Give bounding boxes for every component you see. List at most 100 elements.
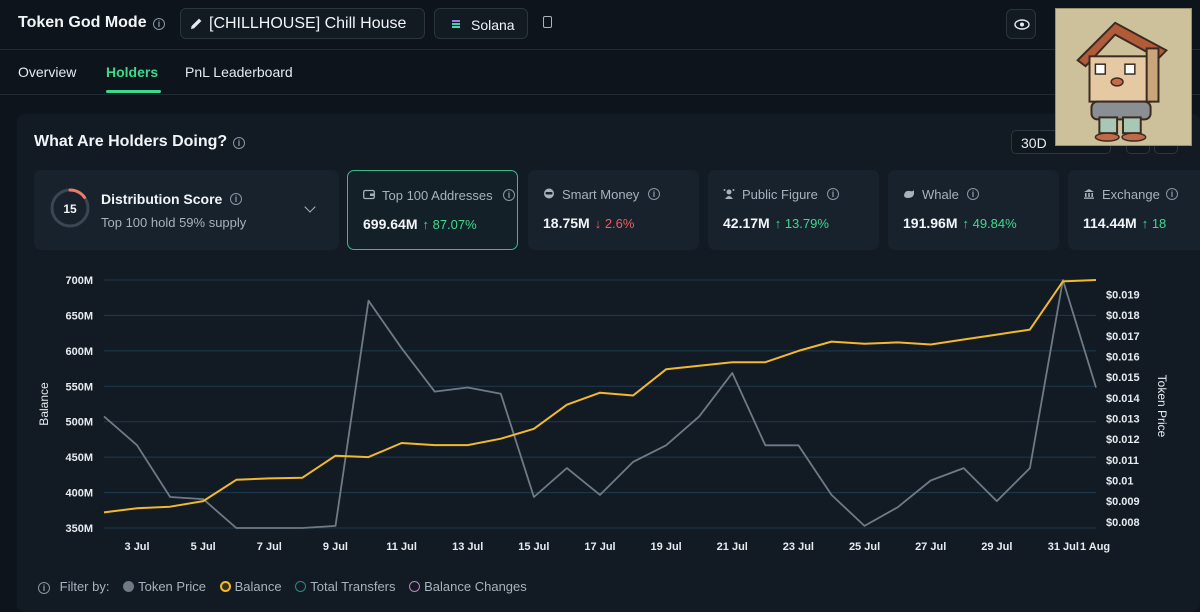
- distribution-score-subtitle: Top 100 hold 59% supply: [101, 215, 247, 230]
- x-tick-label: 13 Jul: [452, 541, 483, 553]
- y2-tick-label: $0.017: [1106, 331, 1140, 343]
- y2-tick-label: $0.01: [1106, 475, 1134, 487]
- info-icon[interactable]: i: [1166, 188, 1178, 200]
- x-tick-label: 7 Jul: [257, 541, 282, 553]
- y2-axis-title: Token Price: [1155, 375, 1169, 438]
- x-tick-label: 31 Jul: [1048, 541, 1079, 553]
- x-tick-label: 25 Jul: [849, 541, 880, 553]
- legend-item-token-price[interactable]: Token Price: [123, 579, 206, 594]
- stat-card-whale[interactable]: Whale i 191.96M ↑ 49.84%: [888, 170, 1059, 250]
- chart-legend: i Filter by: Token Price Balance Total T…: [38, 579, 537, 594]
- legend-dot: [295, 581, 307, 592]
- y2-tick-label: $0.015: [1106, 372, 1140, 384]
- watch-button[interactable]: [1006, 9, 1036, 39]
- stat-card-smart-money[interactable]: Smart Money i 18.75M ↓ 2.6%: [528, 170, 699, 250]
- active-tab-indicator: [106, 90, 161, 93]
- pencil-icon: [191, 18, 202, 29]
- x-tick-label: 1 Aug: [1080, 541, 1110, 553]
- x-tick-label: 17 Jul: [584, 541, 615, 553]
- y-tick-label: 700M: [65, 275, 93, 287]
- info-icon[interactable]: i: [648, 188, 660, 200]
- stat-card-exchange[interactable]: Exchange i 114.44M ↑ 18: [1068, 170, 1200, 250]
- y-tick-label: 500M: [65, 417, 93, 429]
- x-tick-label: 15 Jul: [518, 541, 549, 553]
- stat-value: 18.75M ↓ 2.6%: [543, 215, 635, 231]
- panel-title: What Are Holders Doing?: [34, 133, 228, 150]
- x-tick-label: 21 Jul: [717, 541, 748, 553]
- info-icon[interactable]: i: [827, 188, 839, 200]
- stat-card-public-figure[interactable]: Public Figure i 42.17M ↑ 13.79%: [708, 170, 879, 250]
- distribution-score-value: 15: [63, 202, 77, 216]
- stat-change: ↑ 87.07%: [422, 217, 477, 232]
- x-tick-label: 19 Jul: [651, 541, 682, 553]
- legend-dot: [409, 581, 421, 592]
- solana-icon: [452, 20, 460, 28]
- stat-change: ↑ 18: [1141, 216, 1167, 231]
- stat-label: Smart Money: [562, 187, 640, 202]
- x-tick-label: 3 Jul: [125, 541, 150, 553]
- wallet-icon: [363, 189, 375, 200]
- stat-label: Whale: [922, 187, 959, 202]
- score-ring: [50, 188, 90, 228]
- y-tick-label: 650M: [65, 310, 93, 322]
- exchange-icon: [1084, 189, 1094, 199]
- series-line-token-price: [103, 279, 1097, 529]
- y-tick-label: 350M: [65, 523, 93, 535]
- distribution-score-card[interactable]: [34, 170, 339, 250]
- stat-value: 191.96M ↑ 49.84%: [903, 215, 1017, 231]
- stat-label: Exchange: [1102, 187, 1160, 202]
- y2-tick-label: $0.013: [1106, 413, 1140, 425]
- tab-holders[interactable]: Holders: [106, 64, 159, 80]
- y-tick-label: 400M: [65, 488, 93, 500]
- y2-tick-label: $0.008: [1106, 517, 1140, 529]
- y2-tick-label: $0.016: [1106, 351, 1140, 363]
- filter-label: Filter by:: [59, 579, 110, 594]
- stat-value: 42.17M ↑ 13.79%: [723, 215, 829, 231]
- y2-tick-label: $0.019: [1106, 289, 1140, 301]
- app-title: Token God Mode: [18, 14, 147, 31]
- y2-tick-label: $0.014: [1106, 393, 1141, 405]
- y2-tick-label: $0.011: [1106, 455, 1139, 467]
- info-icon[interactable]: i: [38, 581, 50, 594]
- x-tick-label: 27 Jul: [915, 541, 946, 553]
- y-tick-label: 550M: [65, 381, 93, 393]
- smart-money-icon: [544, 188, 554, 199]
- legend-dot: [123, 581, 135, 592]
- tab-overview[interactable]: Overview: [18, 64, 77, 80]
- x-tick-label: 29 Jul: [981, 541, 1012, 553]
- top-bar: Token God Mode i [CHILLHOUSE] Chill Hous…: [0, 0, 1200, 50]
- stat-value: 114.44M ↑ 18: [1083, 215, 1167, 231]
- y-tick-label: 600M: [65, 346, 93, 358]
- y-tick-label: 450M: [65, 452, 93, 464]
- legend-item-balance-changes[interactable]: Balance Changes: [409, 579, 527, 594]
- legend-dot: [219, 581, 231, 592]
- y2-tick-label: $0.018: [1106, 310, 1140, 322]
- whale-icon: [904, 189, 914, 198]
- info-icon[interactable]: i: [233, 137, 245, 149]
- stat-label: Public Figure: [742, 187, 818, 202]
- stat-change: ↑ 49.84%: [962, 216, 1017, 231]
- stat-card-top-100-addresses[interactable]: Top 100 Addresses i 699.64M ↑ 87.07%: [347, 170, 518, 250]
- y-axis-title: Balance: [37, 382, 51, 426]
- x-tick-label: 5 Jul: [191, 541, 216, 553]
- tab-pnl-leaderboard[interactable]: PnL Leaderboard: [185, 64, 293, 80]
- stat-value: 699.64M ↑ 87.07%: [363, 216, 477, 232]
- info-icon[interactable]: i: [153, 18, 165, 30]
- holders-chart[interactable]: 350M 400M 450M 500M 550M 600M 650M 700M $0.008 $0…: [0, 260, 1200, 570]
- distribution-score-title: Distribution Score: [101, 191, 223, 207]
- tab-bar: Overview Holders PnL Leaderboard: [0, 50, 1200, 95]
- info-icon[interactable]: i: [230, 193, 242, 205]
- holders-chart-svg: 350M 400M 450M 500M 550M 600M 650M 700M $0.008 $0…: [37, 275, 1169, 553]
- info-icon[interactable]: i: [967, 188, 979, 200]
- x-tick-label: 9 Jul: [323, 541, 348, 553]
- y2-tick-label: $0.012: [1106, 434, 1140, 446]
- token-selector-button[interactable]: [CHILLHOUSE] Chill House: [180, 8, 425, 39]
- chain-selector-button[interactable]: Solana: [434, 8, 528, 39]
- info-icon[interactable]: i: [503, 189, 515, 201]
- legend-item-total-transfers[interactable]: Total Transfers: [295, 579, 396, 594]
- legend-item-balance[interactable]: Balance: [219, 579, 282, 594]
- public-figure-icon: [723, 189, 735, 199]
- eye-icon: [1014, 19, 1030, 30]
- copy-icon[interactable]: [543, 16, 552, 28]
- x-tick-label: 11 Jul: [386, 541, 417, 553]
